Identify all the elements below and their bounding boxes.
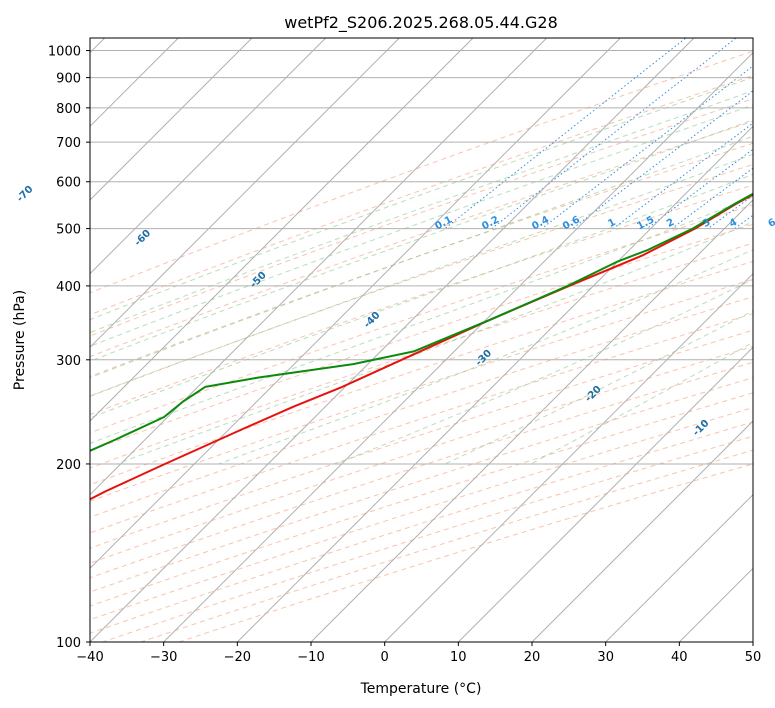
y-tick-label: 700 bbox=[56, 136, 81, 151]
isotherm-line bbox=[90, 38, 327, 275]
y-axis: 1000 900 800 700 600 500 400 300 200 100 bbox=[48, 45, 90, 651]
isotherm-line bbox=[384, 272, 753, 642]
isotherm-line bbox=[531, 420, 753, 642]
x-tick-label: 50 bbox=[745, 650, 762, 665]
isotherm-line bbox=[90, 38, 548, 496]
isotherm-line bbox=[310, 199, 753, 642]
x-tick-label: −40 bbox=[76, 650, 103, 665]
y-axis-label: Pressure (hPa) bbox=[12, 290, 28, 390]
background-lines bbox=[90, 38, 753, 642]
moist-adiabat bbox=[90, 173, 753, 419]
moist-adiabat bbox=[90, 76, 753, 321]
moist-adiabat bbox=[90, 119, 753, 362]
mixing-ratio-label: 1 bbox=[606, 217, 617, 230]
moist-adiabat bbox=[90, 135, 753, 379]
y-tick-label: 300 bbox=[56, 354, 81, 369]
isotherm-line bbox=[90, 38, 474, 422]
y-tick-label: 1000 bbox=[48, 45, 81, 60]
moist-adiabat bbox=[90, 153, 753, 397]
mixing-ratio-label: 4 bbox=[728, 217, 739, 230]
isotherm-line bbox=[90, 38, 695, 642]
mixing-ratio-line bbox=[444, 38, 687, 229]
isotherm-line bbox=[457, 346, 753, 642]
x-tick-label: 40 bbox=[671, 650, 688, 665]
mixing-ratio-label: 2 bbox=[665, 217, 676, 230]
mixing-ratio-label: 3 bbox=[701, 217, 712, 230]
isobar-grid bbox=[90, 50, 753, 642]
x-tick-label: −10 bbox=[297, 650, 324, 665]
isotherm-line bbox=[90, 38, 400, 349]
plot-frame bbox=[89, 37, 754, 643]
x-axis: −40 −30 −20 −10 0 10 20 30 40 50 bbox=[76, 642, 761, 665]
dry-adiabat bbox=[90, 313, 753, 534]
skewed-isotherms bbox=[90, 38, 753, 642]
x-tick-label: −20 bbox=[224, 650, 251, 665]
moist-adiabat bbox=[90, 104, 753, 347]
mixing-ratio-label: 6 bbox=[767, 217, 775, 230]
isotherm-line bbox=[605, 493, 753, 642]
dry-adiabat bbox=[90, 50, 753, 294]
y-tick-label: 100 bbox=[56, 636, 81, 651]
x-tick-label: 0 bbox=[381, 650, 389, 665]
chart-title: wetPf2_S206.2025.268.05.44.G28 bbox=[284, 13, 558, 33]
mixing-ratio-line bbox=[612, 122, 753, 229]
dry-adiabat bbox=[90, 120, 753, 358]
y-tick-label: 500 bbox=[56, 223, 81, 238]
isotherm-line bbox=[90, 38, 621, 570]
dry-adiabat bbox=[90, 142, 753, 378]
x-axis-label: Temperature (°C) bbox=[360, 681, 482, 697]
isotherm-line bbox=[163, 51, 753, 642]
x-tick-label: −30 bbox=[150, 650, 177, 665]
dry-adiabat bbox=[90, 392, 753, 607]
isotherm-line bbox=[90, 38, 253, 201]
dry-adiabat bbox=[90, 377, 753, 593]
dewpoint-line bbox=[90, 192, 753, 452]
y-tick-label: 900 bbox=[56, 72, 81, 87]
y-tick-label: 200 bbox=[56, 458, 81, 473]
dry-adiabat bbox=[90, 242, 753, 469]
x-tick-label: 10 bbox=[450, 650, 467, 665]
profile-lines bbox=[90, 192, 753, 501]
mixing-ratio-line bbox=[541, 65, 753, 229]
y-tick-label: 600 bbox=[56, 176, 81, 191]
dry-adiabat bbox=[90, 184, 753, 416]
dry-adiabat bbox=[90, 329, 753, 549]
y-tick-label: 800 bbox=[56, 102, 81, 117]
y-tick-label: 400 bbox=[56, 280, 81, 295]
x-tick-label: 20 bbox=[524, 650, 541, 665]
isotherm-line bbox=[236, 125, 753, 642]
x-tick-label: 30 bbox=[597, 650, 614, 665]
mixing-ratio-line bbox=[491, 38, 737, 229]
